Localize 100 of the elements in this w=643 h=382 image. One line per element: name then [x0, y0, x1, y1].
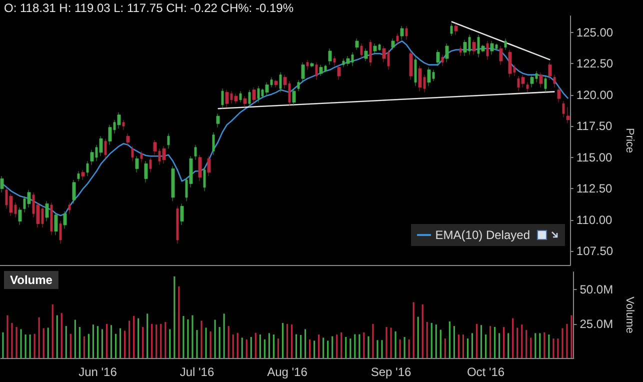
- candlestick: [77, 170, 80, 182]
- candlestick: [225, 90, 229, 108]
- candlestick: [54, 212, 58, 236]
- y-tick-label: 50.0M: [580, 282, 614, 297]
- text: O: 118.31 H: 119.03 L: 117.75 CH: -0.22 CH%: -0.19%: [4, 1, 294, 15]
- y-tick-label: 25.0M: [580, 316, 614, 331]
- candlestick: [207, 156, 211, 176]
- candlestick: [252, 87, 256, 104]
- candlestick: [436, 50, 440, 66]
- candlestick: [306, 60, 309, 70]
- candlestick: [337, 64, 341, 80]
- candlestick: [405, 26, 408, 40]
- candlestick: [243, 96, 247, 108]
- candlestick: [400, 26, 404, 40]
- candlestick: [171, 166, 175, 202]
- x-tick-label: Jul '16: [180, 365, 214, 379]
- candlestick: [216, 113, 220, 128]
- candlestick: [441, 54, 444, 66]
- candlestick: [544, 76, 547, 93]
- candlestick: [212, 132, 215, 156]
- candlestick: [126, 133, 130, 146]
- candlestick: [454, 23, 458, 36]
- candlestick: [450, 23, 453, 36]
- candlestick: [221, 88, 224, 109]
- candlestick: [50, 202, 53, 236]
- line-series: [2, 40, 569, 216]
- candlestick: [144, 160, 148, 183]
- y-axis-title: Price: [624, 128, 636, 154]
- candlestick: [530, 74, 534, 88]
- candlestick: [427, 67, 431, 86]
- candlestick: [508, 50, 512, 78]
- x-tick-label: Oct '16: [466, 365, 505, 379]
- candlestick: [239, 90, 242, 103]
- candlestick: [292, 88, 296, 106]
- candlestick: [333, 56, 336, 66]
- y-tick-label: 112.50: [576, 182, 613, 196]
- candlestick: [122, 120, 125, 130]
- candlestick: [486, 40, 489, 60]
- y-tick-label: 107.50: [576, 244, 614, 258]
- candlestick: [301, 62, 305, 83]
- x-tick-label: Aug '16: [267, 365, 308, 379]
- candlestick: [248, 90, 251, 108]
- candlestick: [279, 72, 282, 93]
- candlestick: [18, 207, 22, 226]
- candlestick: [504, 38, 507, 50]
- candlestick: [167, 133, 170, 149]
- candlestick: [162, 146, 166, 164]
- candlestick: [373, 43, 377, 54]
- candlestick: [355, 38, 359, 50]
- candlestick: [45, 200, 49, 222]
- candlestick: [274, 80, 278, 88]
- y-tick-label: 125.00: [576, 25, 614, 40]
- candlestick: [472, 40, 476, 56]
- candlestick: [310, 62, 314, 68]
- candlestick: [499, 46, 503, 66]
- candlestick: [0, 176, 4, 193]
- candlestick: [346, 56, 350, 66]
- candlestick: [364, 48, 368, 62]
- candlestick: [72, 180, 76, 204]
- candlestick: [319, 64, 323, 76]
- candlestick: [149, 157, 152, 173]
- candlestick: [104, 138, 107, 159]
- candlestick: [81, 170, 85, 180]
- candlestick: [414, 57, 417, 86]
- candlestick: [63, 210, 67, 229]
- y-tick-label: 115.00: [576, 150, 613, 164]
- chart-title: Volume: [10, 273, 53, 287]
- candlestick: [391, 38, 395, 50]
- candlestick: [68, 202, 71, 214]
- candlestick: [86, 160, 89, 176]
- candlestick: [445, 43, 449, 63]
- candlestick: [562, 100, 565, 118]
- candlestick: [369, 40, 372, 66]
- candlestick: [203, 167, 206, 192]
- y-tick-label: 117.50: [576, 119, 613, 134]
- y-tick-label: 120.00: [576, 88, 614, 102]
- y-tick-label: 110.00: [576, 212, 613, 227]
- candlestick: [418, 66, 422, 92]
- legend-label: EMA(10) Delayed: [435, 228, 530, 242]
- candlestick: [566, 106, 570, 124]
- candlestick: [131, 146, 134, 162]
- candlestick: [396, 33, 399, 46]
- candlestick: [360, 43, 363, 59]
- candlestick: [521, 74, 525, 88]
- candlestick: [553, 74, 556, 88]
- candlestick: [234, 93, 238, 104]
- y-tick-label: 122.50: [576, 56, 614, 71]
- y-axis-title: Volume: [624, 296, 636, 334]
- candlestick: [176, 206, 179, 244]
- x-tick-label: Jun '16: [78, 365, 118, 379]
- candlestick: [548, 62, 552, 80]
- candlestick: [140, 150, 143, 163]
- candlestick: [409, 50, 413, 80]
- candlestick: [257, 86, 260, 103]
- candlestick: [328, 48, 332, 66]
- candlestick: [490, 40, 494, 56]
- x-tick-label: Sep '16: [370, 365, 412, 379]
- candlestick: [180, 203, 184, 226]
- candlestick: [198, 154, 202, 182]
- candlestick: [557, 87, 561, 103]
